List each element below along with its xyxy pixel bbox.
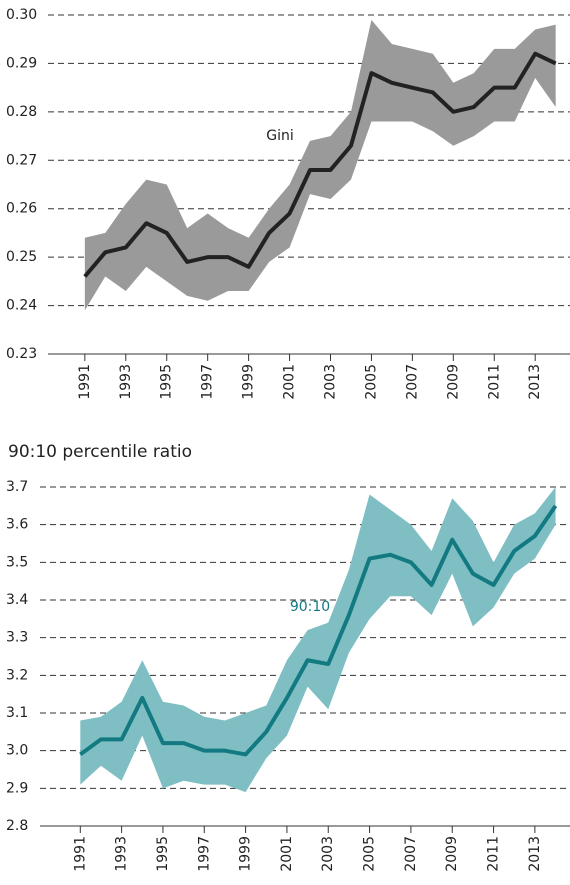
confidence-band bbox=[84, 19, 556, 311]
y-tick-label: 3.1 bbox=[6, 705, 28, 721]
x-tick-label: 2011 bbox=[486, 364, 502, 400]
x-tick-label: 2005 bbox=[362, 836, 378, 872]
x-tick-label: 1995 bbox=[159, 364, 175, 400]
y-tick-label: 0.28 bbox=[6, 104, 37, 120]
y-tick-label: 2.9 bbox=[6, 780, 28, 796]
subtitle: 90:10 percentile ratio bbox=[8, 442, 192, 462]
y-tick-label: 2.8 bbox=[6, 818, 28, 834]
x-tick-label: 2005 bbox=[363, 364, 379, 400]
x-tick-label: 1999 bbox=[238, 836, 254, 872]
x-tick-label: 2007 bbox=[404, 364, 420, 400]
series-annotation: 90:10 bbox=[290, 599, 330, 615]
x-tick-label: 2009 bbox=[444, 836, 460, 872]
x-tick-label: 2013 bbox=[527, 836, 543, 872]
x-tick-label: 2003 bbox=[322, 364, 338, 400]
x-tick-label: 2003 bbox=[320, 836, 336, 872]
y-tick-label: 0.26 bbox=[6, 201, 37, 217]
x-tick-label: 2007 bbox=[403, 836, 419, 872]
y-tick-label: 3.5 bbox=[6, 554, 28, 570]
x-tick-label: 1993 bbox=[118, 364, 134, 400]
x-tick-label: 2009 bbox=[445, 364, 461, 400]
confidence-band bbox=[80, 487, 556, 793]
series-annotation: Gini bbox=[266, 128, 294, 144]
y-tick-label: 3.2 bbox=[6, 667, 28, 683]
x-tick-label: 1997 bbox=[200, 364, 216, 400]
x-tick-label: 2011 bbox=[486, 836, 502, 872]
x-tick-label: 2001 bbox=[282, 364, 298, 400]
y-tick-label: 3.4 bbox=[6, 592, 28, 608]
y-tick-label: 0.30 bbox=[6, 7, 37, 23]
x-tick-label: 1999 bbox=[241, 364, 257, 400]
series-line bbox=[79, 504, 558, 757]
y-tick-label: 0.23 bbox=[6, 346, 37, 362]
x-tick-label: 2013 bbox=[527, 364, 543, 400]
x-tick-label: 1991 bbox=[72, 836, 88, 872]
x-tick-label: 1995 bbox=[155, 836, 171, 872]
y-tick-label: 3.6 bbox=[6, 517, 28, 533]
y-tick-label: 0.27 bbox=[6, 152, 37, 168]
x-tick-label: 1997 bbox=[196, 836, 212, 872]
x-tick-label: 1993 bbox=[114, 836, 130, 872]
y-tick-label: 3.3 bbox=[6, 630, 28, 646]
x-tick-label: 2001 bbox=[279, 836, 295, 872]
y-tick-label: 3.0 bbox=[6, 743, 28, 759]
x-tick-label: 1991 bbox=[77, 364, 93, 400]
y-tick-label: 0.25 bbox=[6, 249, 37, 265]
y-tick-label: 3.7 bbox=[6, 479, 28, 495]
y-tick-label: 0.29 bbox=[6, 55, 37, 71]
y-tick-label: 0.24 bbox=[6, 298, 37, 314]
series-line bbox=[83, 51, 557, 278]
